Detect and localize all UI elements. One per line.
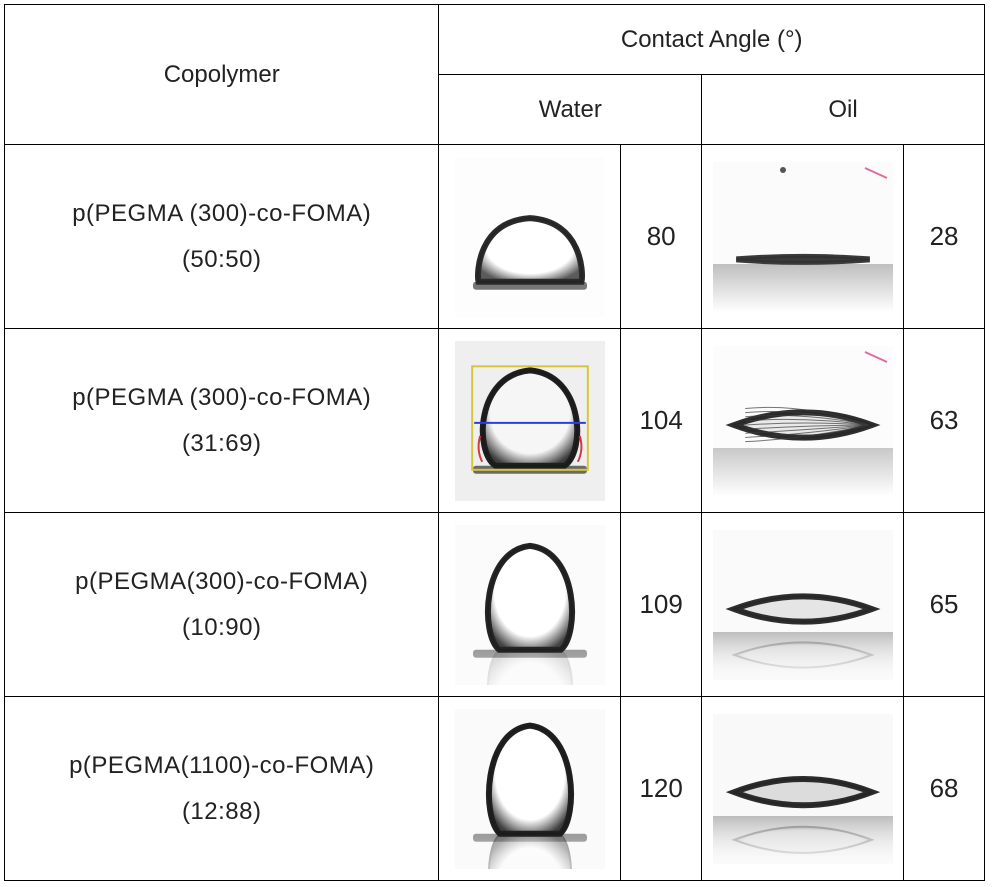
contact-angle-table: Copolymer Contact Angle (°) Water Oil p(… — [4, 4, 985, 881]
table-row: p(PEGMA (300)-co-FOMA)(50:50) 80 — [5, 145, 985, 329]
table-row: p(PEGMA (300)-co-FOMA)(31:69) 104 — [5, 329, 985, 513]
oil-droplet-image — [702, 145, 904, 329]
copolymer-ratio: (31:69) — [5, 421, 438, 467]
oil-angle-value: 68 — [904, 697, 985, 881]
copolymer-cell: p(PEGMA(1100)-co-FOMA)(12:88) — [5, 697, 439, 881]
header-contact-angle: Contact Angle (°) — [439, 5, 985, 75]
copolymer-ratio: (50:50) — [5, 237, 438, 283]
oil-droplet-image — [702, 697, 904, 881]
copolymer-name: p(PEGMA(1100)-co-FOMA) — [5, 743, 438, 789]
copolymer-cell: p(PEGMA (300)-co-FOMA)(31:69) — [5, 329, 439, 513]
water-angle-value: 120 — [621, 697, 702, 881]
copolymer-name: p(PEGMA (300)-co-FOMA) — [5, 191, 438, 237]
copolymer-ratio: (10:90) — [5, 605, 438, 651]
water-angle-value: 109 — [621, 513, 702, 697]
oil-angle-value: 63 — [904, 329, 985, 513]
oil-droplet-image — [702, 513, 904, 697]
header-water: Water — [439, 75, 702, 145]
copolymer-name: p(PEGMA (300)-co-FOMA) — [5, 375, 438, 421]
water-droplet-image — [439, 697, 621, 881]
oil-angle-value: 28 — [904, 145, 985, 329]
oil-angle-value: 65 — [904, 513, 985, 697]
table-row: p(PEGMA(300)-co-FOMA)(10:90) — [5, 513, 985, 697]
copolymer-name: p(PEGMA(300)-co-FOMA) — [5, 559, 438, 605]
oil-droplet-image — [702, 329, 904, 513]
header-copolymer: Copolymer — [5, 5, 439, 145]
header-oil: Oil — [702, 75, 985, 145]
table-row: p(PEGMA(1100)-co-FOMA)(12:88) — [5, 697, 985, 881]
copolymer-ratio: (12:88) — [5, 789, 438, 835]
water-droplet-image — [439, 329, 621, 513]
water-angle-value: 80 — [621, 145, 702, 329]
copolymer-cell: p(PEGMA (300)-co-FOMA)(50:50) — [5, 145, 439, 329]
copolymer-cell: p(PEGMA(300)-co-FOMA)(10:90) — [5, 513, 439, 697]
water-droplet-image — [439, 513, 621, 697]
water-angle-value: 104 — [621, 329, 702, 513]
water-droplet-image — [439, 145, 621, 329]
